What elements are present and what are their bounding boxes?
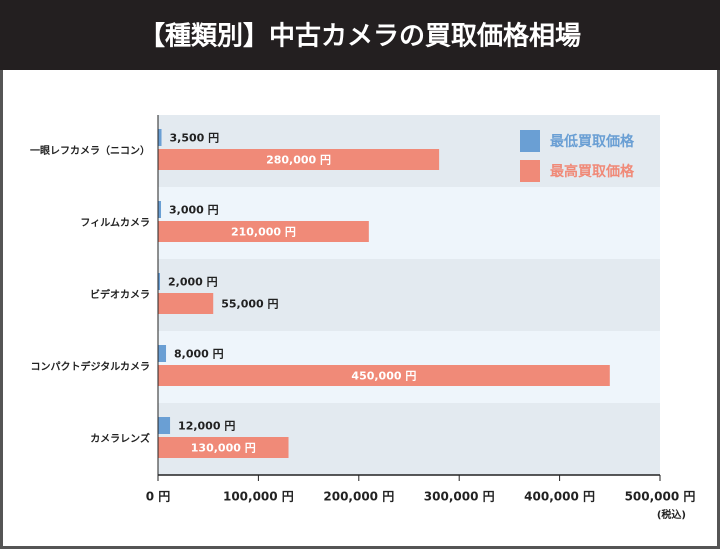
x-tick-label: 400,000 円 (524, 490, 595, 504)
value-label: 2,000 円 (168, 276, 218, 289)
value-label: 450,000 円 (351, 370, 416, 383)
legend-label: 最低買取価格 (550, 133, 635, 150)
x-tick-label: 500,000 円 (625, 490, 696, 504)
legend-swatch (520, 160, 540, 182)
bar (158, 417, 171, 434)
y-tick-label: 一眼レフカメラ（ニコン） (30, 144, 150, 157)
value-label: 210,000 円 (231, 226, 296, 239)
value-label: 280,000 円 (266, 154, 331, 167)
legend-label: 最高買取価格 (550, 163, 635, 180)
bar (158, 129, 162, 146)
value-label: 3,000 円 (169, 204, 219, 217)
y-tick-label: コンパクトデジタルカメラ (31, 360, 151, 373)
legend-swatch (520, 130, 540, 152)
bar (158, 201, 162, 218)
bar (158, 293, 214, 314)
x-tick-label: 100,000 円 (223, 490, 294, 504)
value-label: 55,000 円 (221, 298, 278, 311)
bar (158, 437, 289, 458)
bar (158, 345, 167, 362)
value-label: 130,000 円 (191, 442, 256, 455)
y-tick-label: ビデオカメラ (90, 288, 150, 301)
x-tick-label: 200,000 円 (323, 490, 394, 504)
value-label: 12,000 円 (178, 420, 235, 433)
value-label: 3,500 円 (170, 132, 220, 145)
chart-title: 【種類別】中古カメラの買取価格相場 (139, 21, 581, 52)
x-tick-label: 300,000 円 (424, 490, 495, 504)
y-tick-label: カメラレンズ (90, 432, 150, 445)
bar (158, 221, 369, 242)
bar (158, 149, 440, 170)
row-band (158, 259, 660, 331)
bar (158, 365, 610, 386)
y-tick-label: フィルムカメラ (80, 217, 150, 229)
x-tick-label: 0 円 (146, 490, 171, 504)
bar (158, 273, 161, 290)
title-bar (0, 0, 720, 70)
value-label: 8,000 円 (174, 348, 224, 361)
x-note: (税込) (657, 508, 686, 521)
